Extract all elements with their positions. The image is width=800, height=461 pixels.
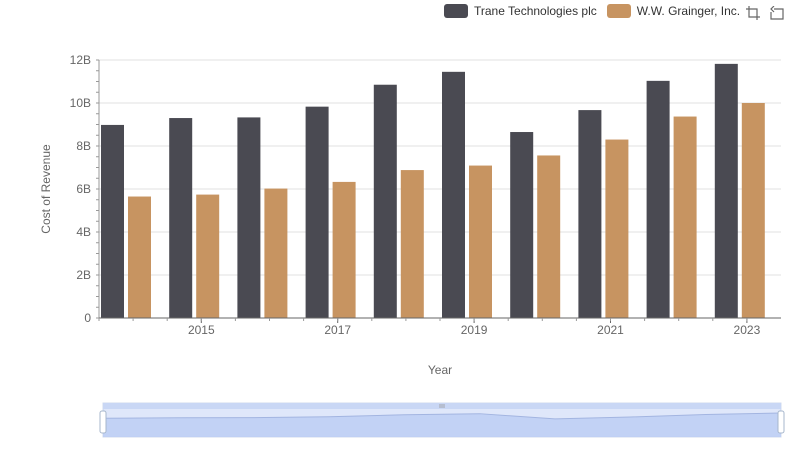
bar-trane-2022[interactable] xyxy=(646,80,670,318)
zoom-handle-left[interactable] xyxy=(99,410,107,434)
bar-series[interactable] xyxy=(101,63,765,319)
x-tick-label: 2023 xyxy=(734,323,761,337)
restore-icon[interactable] xyxy=(770,6,784,20)
bar-grainger-2022[interactable] xyxy=(673,116,697,318)
x-tick-label: 2017 xyxy=(324,323,351,337)
y-tick-label: 0 xyxy=(84,311,91,325)
bar-trane-2020[interactable] xyxy=(510,132,534,318)
bar-trane-2016[interactable] xyxy=(237,117,261,318)
bar-trane-2015[interactable] xyxy=(169,118,193,318)
zoom-preview-line xyxy=(102,412,782,420)
bar-grainger-2018[interactable] xyxy=(400,170,424,318)
legend-label-trane: Trane Technologies plc xyxy=(474,4,597,18)
x-tick-label: 2015 xyxy=(188,323,215,337)
y-axis: 0 2B 4B 6B 8B 10B 12B xyxy=(70,53,100,325)
y-axis-title: Cost of Revenue xyxy=(39,144,53,234)
y-tick-label: 10B xyxy=(70,96,91,110)
bar-trane-2019[interactable] xyxy=(442,71,465,318)
zoom-preview-area xyxy=(103,413,781,437)
bar-grainger-2023[interactable] xyxy=(741,103,765,318)
toolbox xyxy=(746,6,784,20)
x-axis-title: Year xyxy=(428,363,452,377)
legend-label-grainger: W.W. Grainger, Inc. xyxy=(636,4,741,18)
bar-trane-2018[interactable] xyxy=(373,84,397,318)
y-tick-label: 2B xyxy=(76,268,91,282)
bar-grainger-2017[interactable] xyxy=(332,181,356,318)
legend-swatch-grainger xyxy=(606,4,631,18)
legend-item-trane[interactable]: Trane Technologies plc xyxy=(444,4,597,18)
bar-grainger-2021[interactable] xyxy=(605,139,629,318)
x-tick-label: 2019 xyxy=(461,323,488,337)
bar-trane-2014[interactable] xyxy=(101,124,124,319)
bar-grainger-2016[interactable] xyxy=(264,188,288,318)
data-zoom-slider[interactable] xyxy=(99,402,785,438)
zoom-handle-right[interactable] xyxy=(777,410,785,434)
bar-grainger-2015[interactable] xyxy=(196,194,220,318)
x-tick-label: 2021 xyxy=(597,323,624,337)
y-tick-label: 4B xyxy=(76,225,91,239)
x-axis: 2015 2017 2019 2021 2023 xyxy=(98,317,781,337)
y-tick-label: 8B xyxy=(76,139,91,153)
zoom-selection[interactable] xyxy=(103,403,781,437)
bar-trane-2017[interactable] xyxy=(305,106,329,318)
y-tick-label: 12B xyxy=(70,53,91,67)
bar-grainger-2014[interactable] xyxy=(128,196,151,318)
zoom-icon[interactable] xyxy=(746,6,760,20)
bar-trane-2023[interactable] xyxy=(714,63,738,319)
legend-swatch-trane xyxy=(444,4,468,18)
legend-item-grainger[interactable]: W.W. Grainger, Inc. xyxy=(606,4,741,18)
y-tick-label: 6B xyxy=(76,182,91,196)
bar-grainger-2019[interactable] xyxy=(469,165,492,318)
legend: Trane Technologies plc W.W. Grainger, In… xyxy=(444,4,740,18)
bar-grainger-2020[interactable] xyxy=(537,155,561,318)
bar-trane-2021[interactable] xyxy=(578,110,602,318)
